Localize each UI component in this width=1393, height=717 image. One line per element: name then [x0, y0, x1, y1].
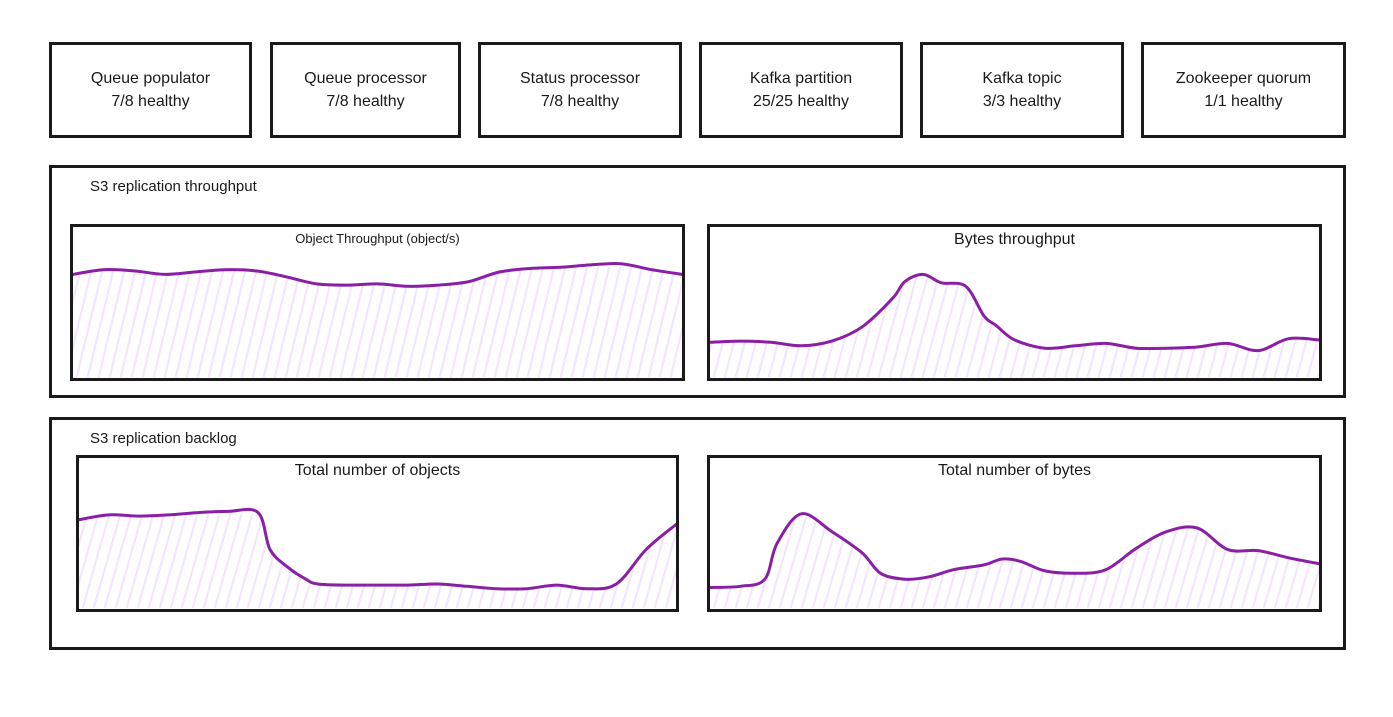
series-line: [73, 261, 682, 288]
chart-title: Total number of objects: [294, 462, 461, 479]
chart-plot: [79, 507, 676, 609]
stat-card-name: Queue populator: [90, 70, 211, 87]
chart-title: Total number of bytes: [938, 462, 1091, 479]
stat-card-name: Queue processor: [304, 70, 427, 87]
area-fill: [73, 266, 682, 378]
stat-card-status: 7/8 healthy: [326, 93, 405, 110]
chart-plot: [710, 272, 1319, 378]
stat-card-status: 1/1 healthy: [1204, 93, 1283, 110]
stat-card-status-processor[interactable]: Status processor 7/8 healthy: [478, 42, 682, 138]
area-hatch: [710, 277, 1319, 378]
stat-card-status: 25/25 healthy: [752, 93, 850, 110]
area-fill: [710, 516, 1319, 609]
stat-card-name: Zookeeper quorum: [1175, 70, 1312, 87]
stat-card-kafka-partition[interactable]: Kafka partition 25/25 healthy: [699, 42, 903, 138]
stat-card-name: Kafka topic: [982, 70, 1062, 87]
area-fill: [79, 514, 676, 609]
stat-card-queue-populator[interactable]: Queue populator 7/8 healthy: [49, 42, 252, 138]
series-line: [710, 272, 1319, 353]
stat-card-status: 3/3 healthy: [982, 93, 1062, 110]
series-line: [79, 507, 676, 591]
stat-card-zookeeper-quorum[interactable]: Zookeeper quorum 1/1 healthy: [1141, 42, 1346, 138]
chart-title: Bytes throughput: [954, 231, 1075, 248]
stat-card-queue-processor[interactable]: Queue processor 7/8 healthy: [270, 42, 461, 138]
stat-card-kafka-topic[interactable]: Kafka topic 3/3 healthy: [920, 42, 1124, 138]
stat-card-name: Kafka partition: [749, 70, 853, 87]
series-line: [710, 512, 1319, 589]
bytes-throughput-chart[interactable]: Bytes throughput: [707, 224, 1322, 381]
area-hatch: [710, 516, 1319, 609]
area-hatch: [73, 266, 682, 378]
section-title: S3 replication backlog: [90, 430, 237, 447]
chart-plot: [710, 512, 1319, 609]
section-title: S3 replication throughput: [90, 178, 257, 195]
area-hatch: [79, 514, 676, 609]
area-fill: [710, 277, 1319, 378]
object-throughput-chart[interactable]: Object Throughput (object/s): [70, 224, 685, 381]
total-objects-chart[interactable]: Total number of objects: [76, 455, 679, 612]
chart-title: Object Throughput (object/s): [295, 231, 460, 246]
stat-card-name: Status processor: [519, 70, 641, 87]
stat-card-status: 7/8 healthy: [111, 93, 190, 110]
chart-plot: [73, 261, 682, 378]
stat-card-status: 7/8 healthy: [540, 93, 620, 110]
total-bytes-chart[interactable]: Total number of bytes: [707, 455, 1322, 612]
